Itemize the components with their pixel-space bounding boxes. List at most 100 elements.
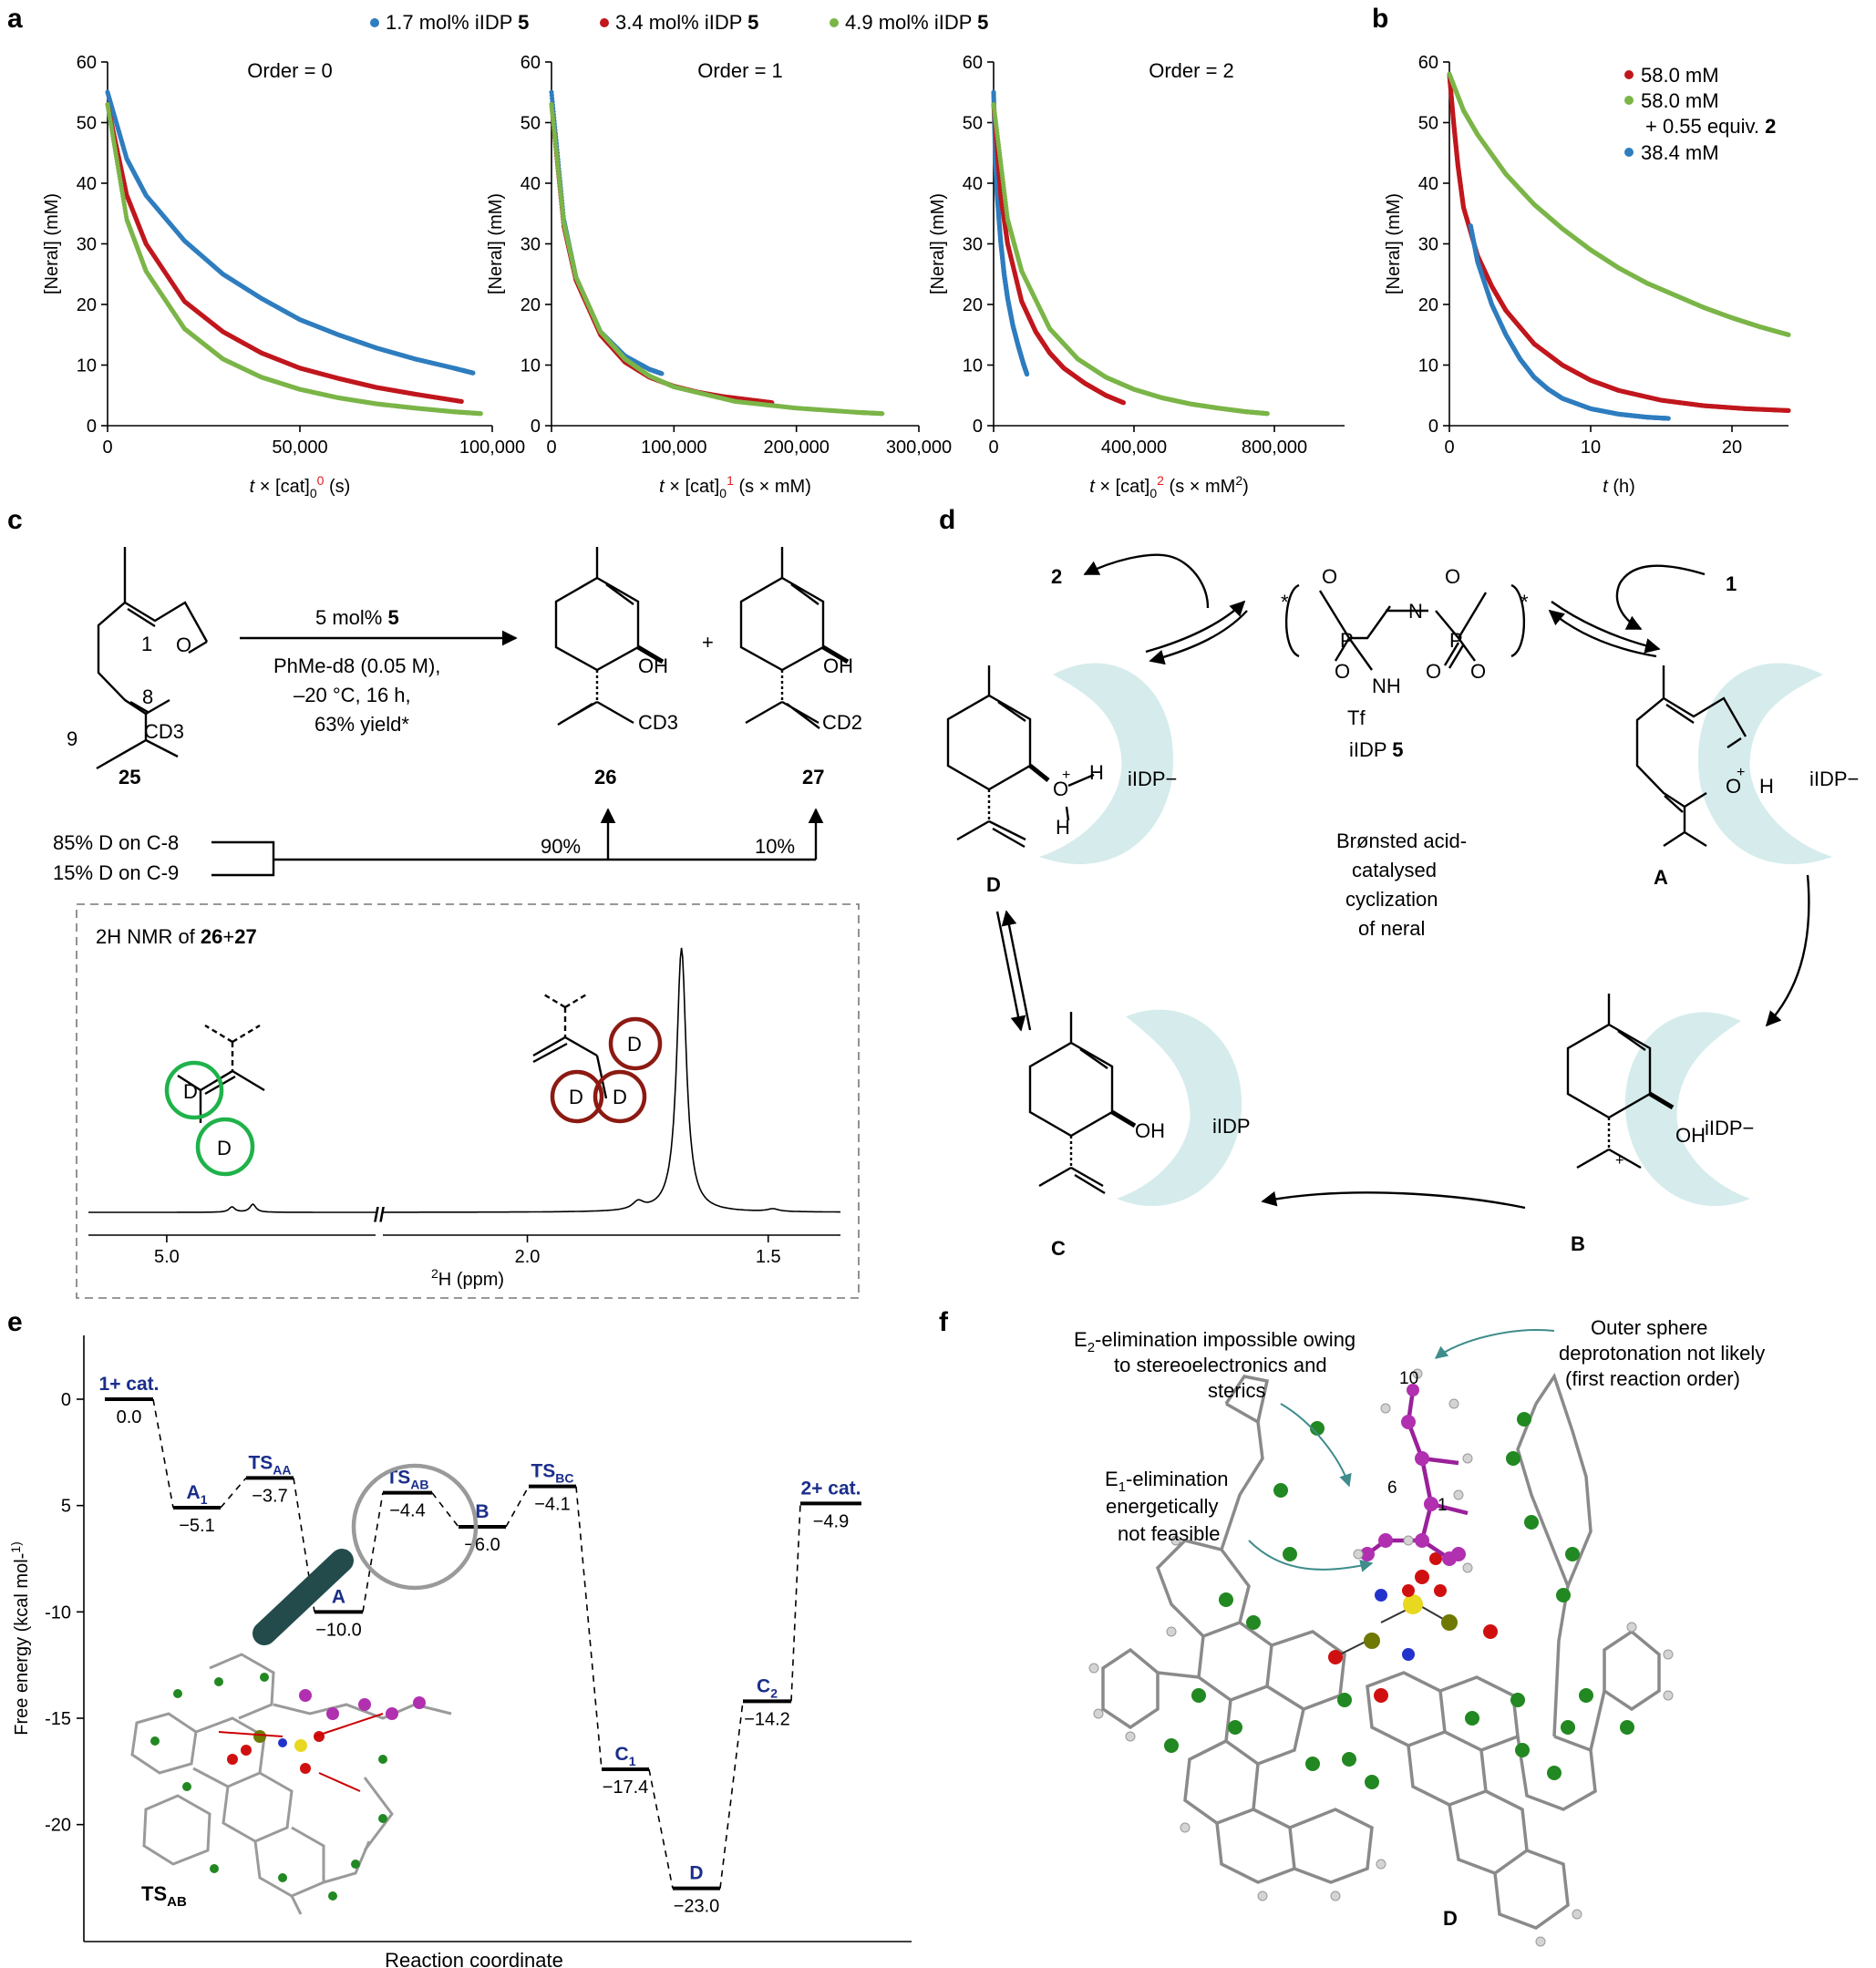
y-axis-label: [Neral] (mM): [486, 193, 506, 294]
y-axis-label: [Neral] (mM): [42, 193, 62, 294]
y-tick-label: 0: [973, 417, 983, 437]
legend-marker-green: [830, 18, 839, 27]
y-tick-label: 50: [1418, 114, 1438, 134]
y-tick-label: 20: [521, 295, 541, 315]
series-2: [105, 101, 483, 417]
data-point: [1120, 400, 1127, 406]
x-axis-label: t (h): [1603, 477, 1635, 497]
x-tick-label: 200,000: [764, 438, 830, 458]
y-tick-label: 0: [87, 417, 97, 437]
x-tick-label: 400,000: [1101, 438, 1167, 458]
x-tick-label: 0: [546, 438, 556, 458]
x-label-part: × [cat]: [665, 477, 720, 497]
x-axis-label: t × [cat]02 (s × mM2): [1089, 473, 1249, 500]
x-label-part: 0: [1149, 486, 1157, 500]
x-label-part: × [cat]: [1095, 477, 1150, 497]
data-point: [1264, 411, 1270, 417]
y-tick-label: 10: [1418, 356, 1438, 376]
x-label-part: t: [659, 477, 665, 497]
x-label-part: × [cat]: [254, 477, 310, 497]
x-tick-label: 100,000: [641, 438, 706, 458]
x-tick-label: 0: [1444, 438, 1454, 458]
x-axis-label: t × [cat]00 (s): [250, 473, 351, 500]
y-tick-label: 40: [77, 174, 97, 194]
y-tick-label: 60: [77, 53, 97, 73]
x-tick-label: 0: [102, 438, 112, 458]
x-label-part: 2: [1157, 473, 1164, 488]
panel-label-e: e: [7, 1307, 23, 1337]
y-tick-label: 60: [1418, 53, 1438, 73]
data-point: [1786, 332, 1791, 337]
chart-title: Order = 0: [247, 59, 333, 82]
data-point: [1786, 407, 1791, 413]
y-tick-label: 10: [963, 356, 983, 376]
y-tick-label: 30: [521, 235, 541, 255]
x-label-part: 0: [310, 486, 317, 500]
series-2: [991, 101, 1270, 417]
data-point: [880, 411, 885, 417]
x-tick-label: 50,000: [272, 438, 327, 458]
series-1: [991, 101, 1127, 406]
y-tick-label: 60: [963, 53, 983, 73]
y-tick-label: 10: [77, 356, 97, 376]
x-label-part: 2: [1235, 473, 1242, 488]
data-point: [659, 371, 665, 376]
series-2: [549, 101, 885, 417]
legend-panel-a: 1.7 mol% iIDP 5 3.4 mol% iIDP 5 4.9 mol%…: [370, 11, 988, 34]
chart-title: Order = 2: [1149, 59, 1234, 82]
legend-item-3: 4.9 mol% iIDP 5: [845, 11, 988, 34]
x-label-part: (s × mM: [1170, 477, 1236, 497]
x-tick-label: 800,000: [1242, 438, 1307, 458]
y-tick-label: 60: [521, 53, 541, 73]
y-tick-label: 30: [963, 235, 983, 255]
y-tick-label: 0: [531, 417, 541, 437]
panel-label-c: c: [7, 505, 23, 535]
series-1: [549, 101, 775, 406]
x-tick-label: 10: [1581, 438, 1601, 458]
y-axis-label: [Neral] (mM): [1384, 193, 1404, 294]
x-label-part: 0: [719, 486, 727, 500]
series-1: [105, 101, 464, 404]
x-label-part: (s): [329, 477, 350, 497]
legend-item-2: 3.4 mol% iIDP 5: [615, 11, 758, 34]
y-tick-label: 40: [963, 174, 983, 194]
y-tick-label: 20: [963, 295, 983, 315]
y-tick-label: 10: [521, 356, 541, 376]
y-tick-label: 0: [1428, 417, 1438, 437]
data-point: [1024, 371, 1030, 377]
y-tick-label: 50: [963, 114, 983, 134]
x-tick-label: 0: [988, 438, 998, 458]
x-label-part: t: [250, 477, 256, 497]
x-label-part: ): [1242, 477, 1249, 497]
series-2: [1468, 222, 1671, 421]
chart-order-0: 0 10 20 30 40 50 60 0 50,000 100,000 [Neral] (mM) t…: [42, 53, 525, 500]
x-label-part: (s × mM): [738, 477, 810, 497]
x-label-part: 0: [317, 473, 325, 488]
legend-marker-red: [600, 18, 609, 27]
x-tick-label: 300,000: [886, 438, 952, 458]
y-tick-label: 50: [77, 114, 97, 134]
y-tick-label: 30: [77, 235, 97, 255]
legend-marker-blue: [370, 18, 379, 27]
data-point: [470, 370, 476, 376]
panel-label-b: b: [1372, 4, 1388, 34]
panel-label-f: f: [939, 1307, 949, 1337]
y-axis-label: [Neral] (mM): [928, 193, 948, 294]
y-tick-label: 20: [77, 295, 97, 315]
data-point: [459, 398, 464, 404]
legend-item-1: 1.7 mol% iIDP 5: [386, 11, 529, 34]
panel-label-d: d: [939, 505, 955, 535]
x-label-part: 1: [727, 473, 734, 488]
series-0: [105, 89, 476, 376]
y-tick-label: 30: [1418, 235, 1438, 255]
x-tick-label: 100,000: [459, 438, 525, 458]
chart-title: Order = 1: [697, 59, 783, 82]
y-tick-label: 40: [521, 174, 541, 194]
x-label-part: (h): [1608, 477, 1635, 497]
x-axis-label: t × [cat]01 (s × mM): [659, 473, 811, 500]
y-tick-label: 20: [1418, 295, 1438, 315]
x-tick-label: 20: [1722, 438, 1742, 458]
